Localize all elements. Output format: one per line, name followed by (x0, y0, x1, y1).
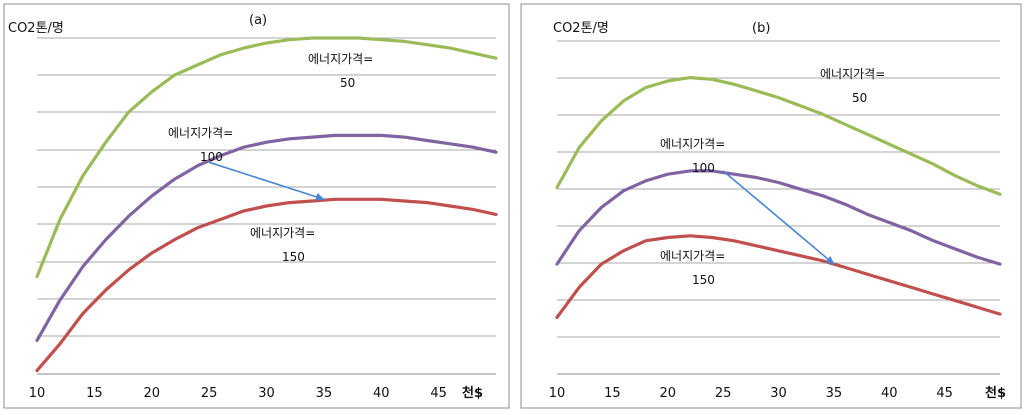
series-line-p100 (555, 169, 1002, 266)
panel-b-gridlines (557, 40, 1000, 375)
series-label-p50: 에너지가격= (308, 52, 373, 66)
panel-a-gridlines (37, 37, 496, 375)
panel-a-frame (3, 3, 510, 409)
panel-a-title: (a) (249, 13, 267, 28)
x-tick-label: 45 (430, 386, 447, 401)
series-line-p50 (555, 75, 1002, 196)
panel-a-x-ticks: 10 15 20 25 30 35 40 45 (29, 386, 447, 401)
series-line-p150 (555, 234, 1002, 319)
x-tick-label: 45 (936, 386, 953, 401)
series-line-p100 (35, 133, 498, 342)
x-tick-label: 40 (373, 386, 390, 401)
x-tick-label: 35 (316, 386, 333, 401)
x-tick-label: 10 (549, 386, 566, 401)
series-label-value-p50: 50 (340, 76, 355, 90)
x-tick-label: 25 (715, 386, 732, 401)
series-label-value-p100: 100 (200, 150, 223, 164)
panel-b-title: (b) (752, 21, 770, 36)
x-tick-label: 25 (201, 386, 218, 401)
series-label-value-p100: 100 (692, 161, 715, 175)
x-tick-label: 30 (258, 386, 275, 401)
shift-arrow (208, 161, 325, 201)
chart-panel-a: 10 15 20 25 30 35 40 45 에너지가격=50에너지가격=100에너지가격=… (3, 3, 510, 409)
panel-b-frame (520, 3, 1022, 409)
panel-a-series-labels: 에너지가격= 50 에너지가격= 100 에너지가격= 150 (168, 52, 373, 264)
series-line-p50 (35, 36, 498, 279)
x-tick-label: 10 (29, 386, 46, 401)
panel-a-y-axis-label: CO2톤/명 (8, 21, 64, 36)
panel-a-x-axis-unit: 천$ (462, 386, 483, 401)
x-tick-label: 20 (143, 386, 160, 401)
series-line-p150 (35, 197, 498, 373)
series-label-p150: 에너지가격= (250, 226, 315, 240)
shift-arrow (722, 170, 835, 265)
x-tick-label: 20 (659, 386, 676, 401)
series-label-p50: 에너지가격= (820, 67, 885, 81)
series-label-value-p150: 150 (692, 273, 715, 287)
x-tick-label: 30 (770, 386, 787, 401)
chart-panel-b: 10 15 20 25 30 35 40 45 에너지가격=50에너지가격=100에너지가격=… (520, 3, 1022, 409)
x-tick-label: 35 (826, 386, 843, 401)
panel-b-x-ticks: 10 15 20 25 30 35 40 45 (549, 386, 953, 401)
series-label-p100: 에너지가격= (168, 126, 233, 140)
panel-b-series (555, 75, 1002, 319)
series-label-value-p50: 50 (852, 91, 867, 105)
x-tick-label: 15 (604, 386, 621, 401)
x-tick-label: 15 (86, 386, 103, 401)
panel-a-series (35, 36, 498, 373)
panel-b-x-axis-unit: 천$ (985, 386, 1006, 401)
panel-b-y-axis-label: CO2톤/명 (553, 21, 609, 36)
series-label-p150: 에너지가격= (660, 249, 725, 263)
series-label-value-p150: 150 (282, 250, 305, 264)
x-tick-label: 40 (881, 386, 898, 401)
panel-b-series-labels: 에너지가격= 50 에너지가격= 100 에너지가격= 150 (660, 67, 885, 287)
series-label-p100: 에너지가격= (660, 137, 725, 151)
